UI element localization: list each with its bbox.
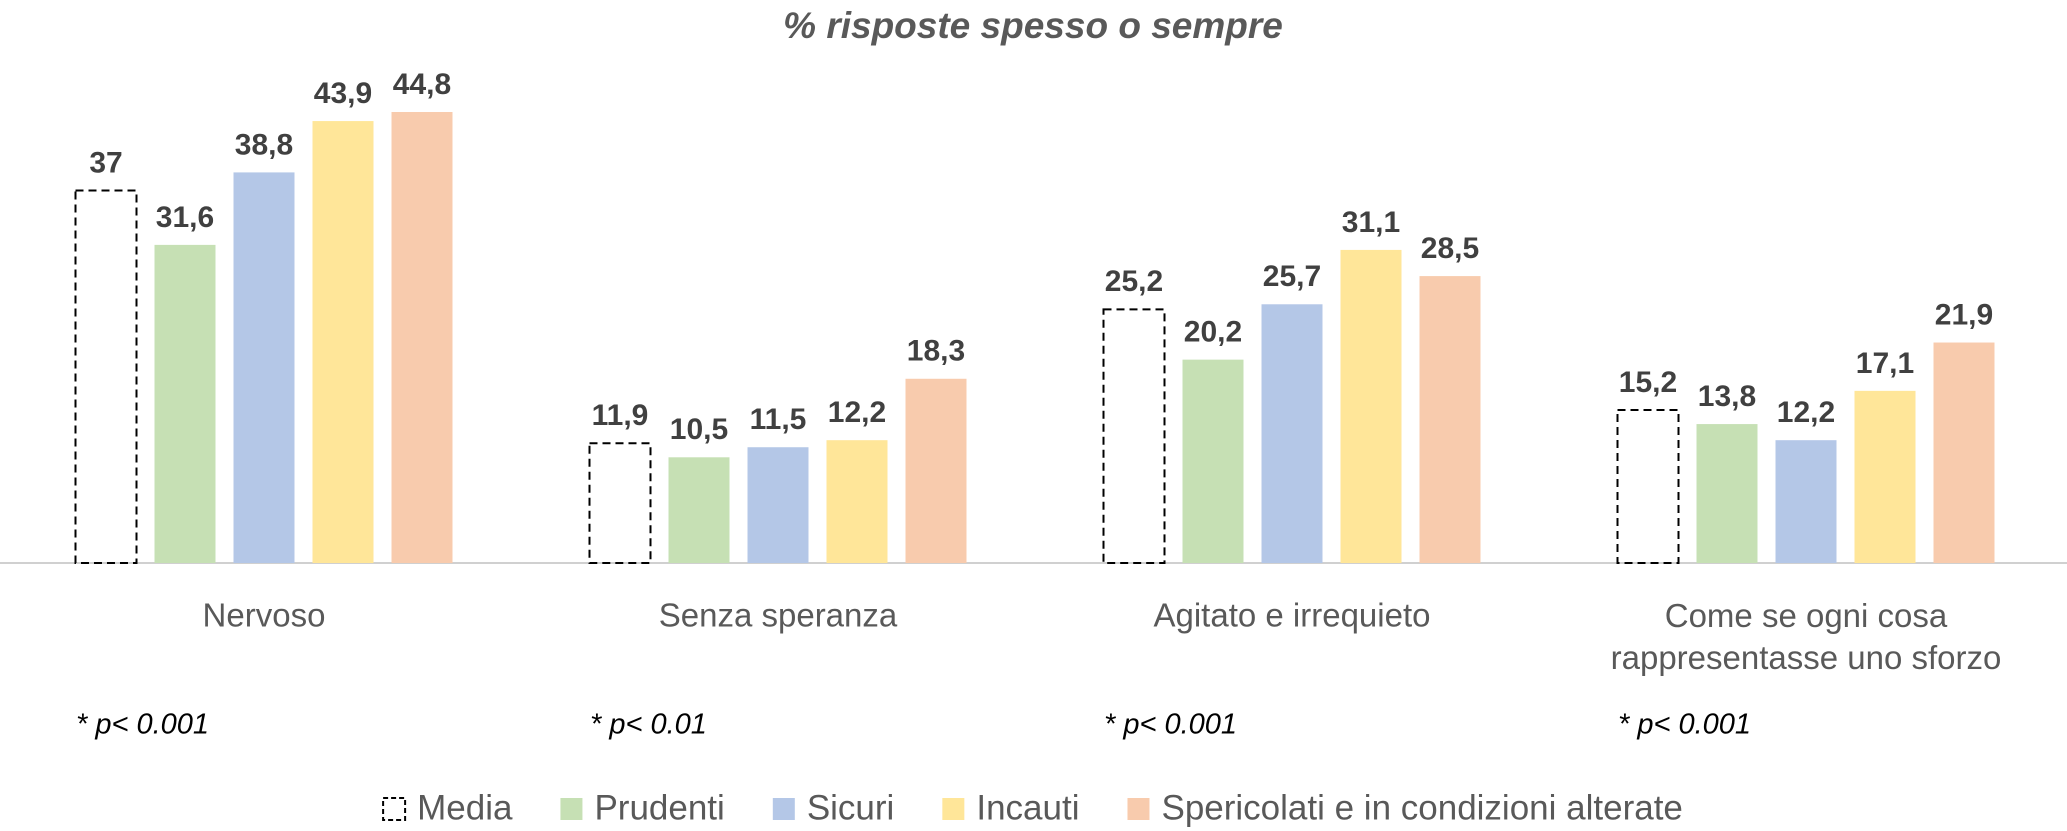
category-line: Come se ogni cosa	[1665, 597, 1948, 634]
bar	[1340, 249, 1402, 563]
value-label: 43,9	[314, 77, 372, 110]
value-label: 38,8	[235, 128, 293, 161]
bar	[74, 189, 138, 565]
bar	[1854, 390, 1916, 563]
bar	[391, 112, 453, 563]
category-label: Agitato e irrequieto	[1153, 597, 1430, 634]
category-label: Nervoso	[203, 597, 326, 634]
value-label: 25,2	[1105, 265, 1163, 298]
value-label: 18,3	[907, 335, 965, 368]
bar	[312, 121, 374, 563]
value-label: 37	[89, 146, 122, 179]
legend-label: Sicuri	[807, 788, 895, 827]
value-label: 12,2	[828, 396, 886, 429]
bar	[905, 378, 967, 563]
legend-swatch	[942, 798, 965, 820]
value-label: 44,8	[393, 68, 451, 101]
bar	[1261, 304, 1323, 563]
legend-label: Media	[417, 788, 513, 827]
legend-label: Spericolati e in condizioni alterate	[1161, 788, 1682, 827]
bar	[588, 442, 652, 564]
legend-swatch	[1127, 798, 1150, 820]
bar	[1419, 276, 1481, 563]
value-label: 28,5	[1421, 232, 1479, 265]
category-label: Come se ogni cosa rappresentasse uno sfor…	[1611, 597, 2002, 676]
category-label: Senza speranza	[659, 597, 898, 634]
bar	[747, 447, 809, 563]
legend-swatch	[560, 798, 583, 820]
legend-swatch	[772, 798, 795, 820]
value-label: 25,7	[1263, 260, 1321, 293]
bar	[154, 244, 216, 564]
bar	[1102, 308, 1166, 564]
value-label: 12,2	[1777, 396, 1835, 429]
value-label: 11,5	[750, 403, 807, 436]
bar	[1933, 342, 1995, 563]
legend-label: Incauti	[976, 788, 1079, 827]
value-label: 31,1	[1342, 206, 1400, 239]
value-label: 31,6	[156, 201, 214, 234]
bar	[1616, 408, 1680, 564]
bar	[826, 440, 888, 563]
value-label: 13,8	[1698, 380, 1756, 413]
chart-title: % risposte spesso o sempre	[783, 5, 1283, 46]
value-label: 11,9	[592, 399, 649, 432]
bar	[1182, 359, 1244, 563]
bar	[1696, 424, 1758, 563]
value-label: 17,1	[1856, 347, 1914, 380]
value-label: 20,2	[1184, 316, 1242, 349]
legend-label: Prudenti	[594, 788, 724, 827]
value-label: 21,9	[1935, 298, 1993, 331]
annotation: * p< 0.001	[76, 709, 209, 741]
value-label: 10,5	[670, 413, 728, 446]
legend-swatch	[382, 797, 407, 821]
bar	[668, 457, 730, 563]
annotation: * p< 0.001	[1104, 709, 1237, 741]
annotation: * p< 0.01	[590, 709, 707, 741]
value-label: 15,2	[1619, 366, 1677, 399]
bar	[233, 172, 295, 563]
bar	[1775, 440, 1837, 563]
annotation: * p< 0.001	[1618, 709, 1751, 741]
category-line: rappresentasse uno sforzo	[1611, 639, 2002, 676]
